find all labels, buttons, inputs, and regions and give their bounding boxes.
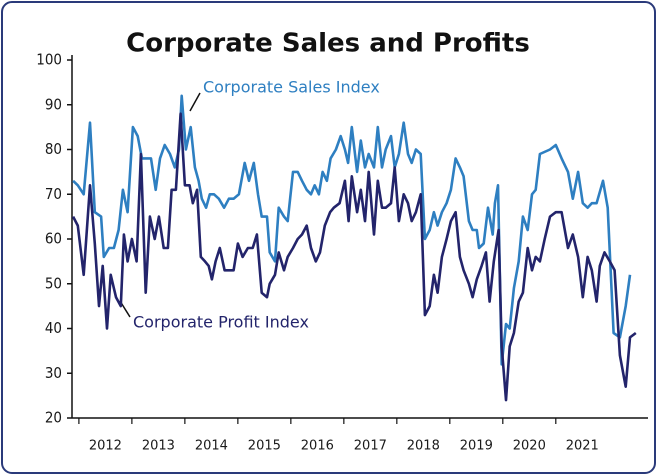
x-tick-label: 2018 bbox=[407, 439, 440, 454]
x-tick-label: 2020 bbox=[513, 439, 546, 454]
x-tick-label: 2012 bbox=[89, 439, 122, 454]
y-tick-label: 30 bbox=[45, 364, 62, 382]
x-tick-label: 2021 bbox=[566, 439, 599, 454]
y-tick-label: 40 bbox=[45, 319, 62, 337]
x-tick-label: 2019 bbox=[460, 439, 493, 454]
x-tick-label: 2013 bbox=[142, 439, 175, 454]
y-tick-label: 50 bbox=[45, 274, 62, 292]
y-tick-label: 90 bbox=[45, 95, 62, 113]
leader-line bbox=[189, 92, 201, 112]
x-tick-label: 2015 bbox=[248, 439, 281, 454]
chart-title: Corporate Sales and Profits bbox=[126, 29, 530, 59]
y-tick-label: 60 bbox=[45, 230, 62, 248]
y-tick-label: 80 bbox=[45, 140, 62, 158]
y-tick-label: 20 bbox=[45, 409, 62, 427]
x-tick-label: 2017 bbox=[354, 439, 387, 454]
x-tick-label: 2016 bbox=[301, 439, 334, 454]
annotation: Corporate Sales Index bbox=[203, 78, 380, 97]
annotation: Corporate Profit Index bbox=[133, 313, 309, 332]
x-tick-label: 2014 bbox=[195, 439, 228, 454]
series-line bbox=[71, 112, 637, 402]
y-tick-label: 100 bbox=[36, 51, 62, 69]
series-line bbox=[72, 94, 632, 366]
y-tick-label: 70 bbox=[45, 185, 62, 203]
